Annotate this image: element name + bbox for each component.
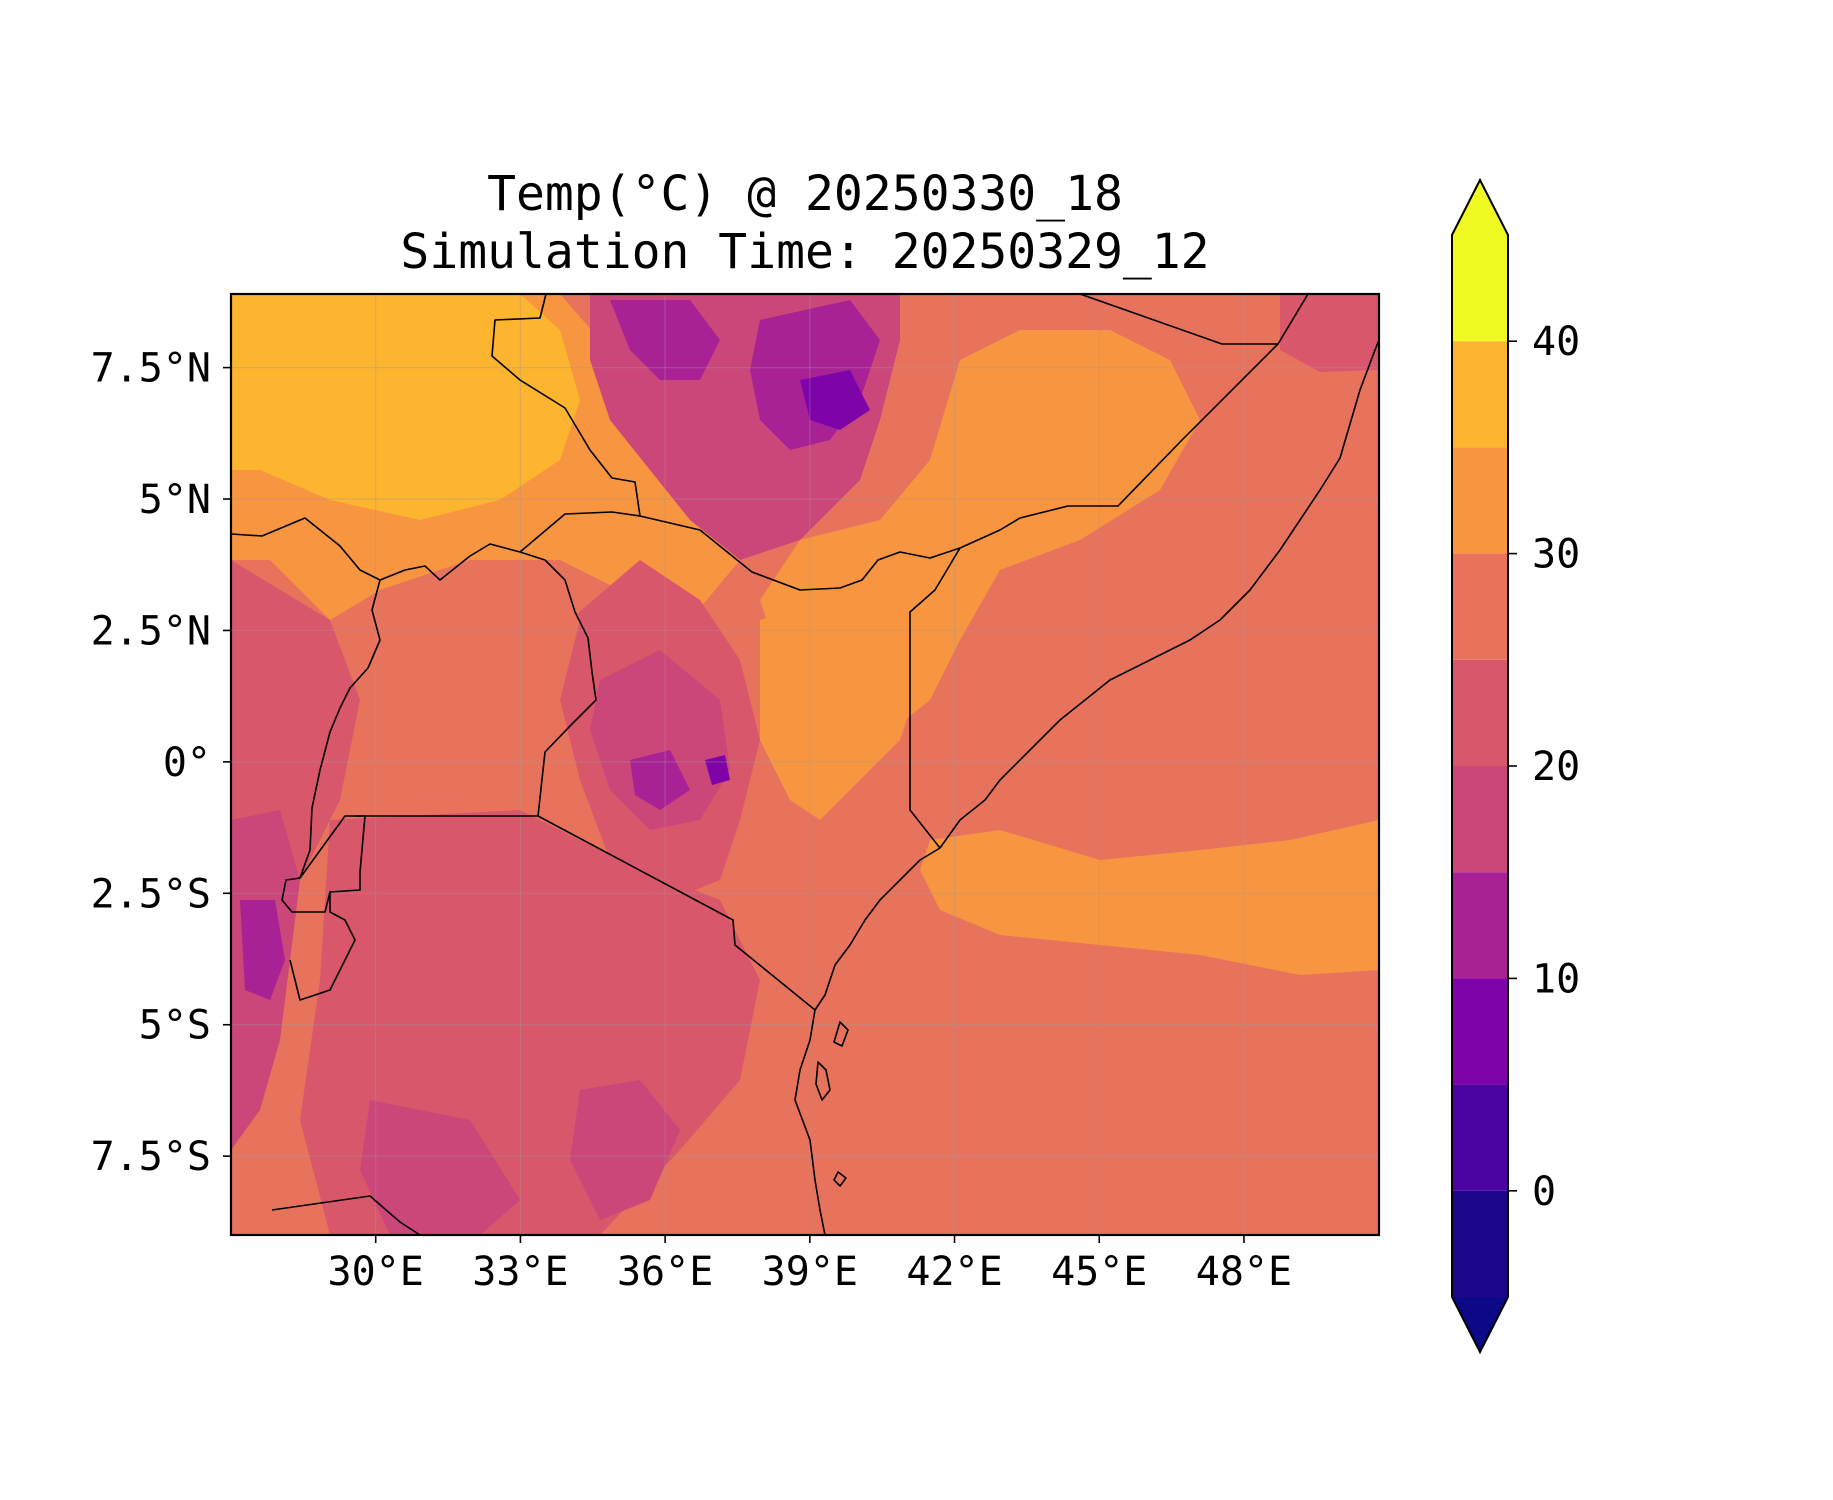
border-kenya-somalia xyxy=(909,547,961,849)
border-south-sudan-ethiopia xyxy=(491,294,641,553)
colorbar-segment xyxy=(1452,447,1508,554)
field-region-30-35 xyxy=(920,820,1379,975)
longitude-axis: 30°E 33°E 36°E 39°E 42°E 45°E 48°E xyxy=(328,1235,1292,1295)
map-title-line-1: Temp(°C) @ 20250330_18 xyxy=(487,166,1123,222)
colorbar-extend-max xyxy=(1452,180,1508,235)
colorbar-segment xyxy=(1452,978,1508,1085)
lon-tick-label: 45°E xyxy=(1051,1249,1147,1295)
field-region-5-10 xyxy=(800,370,870,430)
coast-island-pemba xyxy=(833,1021,849,1047)
colorbar-segment xyxy=(1452,766,1508,873)
coastline-kenya-tanzania xyxy=(794,847,941,1235)
colorbar-extend-min xyxy=(1452,1297,1508,1352)
temperature-field xyxy=(231,294,1379,1235)
colorbar-tick-label: 40 xyxy=(1532,319,1580,365)
map-frame xyxy=(229,292,1381,1237)
field-region-5-10 xyxy=(705,755,730,785)
border-burundi-tanzania xyxy=(289,892,356,1001)
colorbar-tick-label: 0 xyxy=(1532,1169,1556,1215)
field-region-15-20 xyxy=(590,650,730,830)
border-uganda-drc xyxy=(299,579,381,879)
colorbar-segment xyxy=(1452,659,1508,766)
border-south-sudan-uganda xyxy=(231,517,521,581)
lon-tick-label: 36°E xyxy=(617,1249,713,1295)
lon-tick-label: 48°E xyxy=(1196,1249,1292,1295)
border-uganda-kenya xyxy=(519,551,597,817)
colorbar-outline xyxy=(1451,177,1509,1355)
colorbar-segment xyxy=(1452,1084,1508,1191)
lon-tick-label: 30°E xyxy=(328,1249,424,1295)
border-tanzania-zambia xyxy=(271,1195,421,1235)
field-region-15-20 xyxy=(570,1080,680,1220)
colorbar-segment xyxy=(1452,872,1508,979)
map-gridlines xyxy=(231,294,1379,1235)
field-region-10-15 xyxy=(630,750,690,810)
map-title-line-2: Simulation Time: 20250329_12 xyxy=(400,224,1209,280)
colorbar: 0 10 20 30 40 xyxy=(1451,177,1580,1355)
coastline-east-africa xyxy=(939,339,1379,849)
field-region-10-15 xyxy=(610,300,720,380)
lon-tick-label: 33°E xyxy=(472,1249,568,1295)
colorbar-segment xyxy=(1452,1190,1508,1297)
field-region-20-25 xyxy=(1280,294,1379,372)
lat-tick-label: 7.5°N xyxy=(91,346,211,392)
colorbar-tick-label: 30 xyxy=(1532,532,1580,578)
map-panel xyxy=(231,294,1379,1235)
lat-tick-label: 2.5°N xyxy=(91,608,211,654)
colorbar-segment xyxy=(1452,235,1508,342)
lat-tick-label: 5°S xyxy=(139,1003,211,1049)
colorbar-tick-label: 10 xyxy=(1532,956,1580,1002)
country-borders xyxy=(231,294,1379,1235)
latitude-axis: 7.5°N 5°N 2.5°N 0° 2.5°S 5°S 7.5°S xyxy=(91,346,231,1180)
lat-tick-label: 7.5°S xyxy=(91,1134,211,1180)
border-ethiopia-somalia xyxy=(959,294,1309,549)
colorbar-segment xyxy=(1452,341,1508,448)
lat-tick-label: 0° xyxy=(163,740,211,786)
colorbar-tick-label: 20 xyxy=(1532,744,1580,790)
lat-tick-label: 2.5°S xyxy=(91,871,211,917)
field-region-10-15 xyxy=(240,900,285,1000)
border-ethiopia-north xyxy=(1079,294,1278,345)
border-ethiopia-kenya xyxy=(639,515,961,591)
lat-tick-label: 5°N xyxy=(139,477,211,523)
lon-tick-label: 39°E xyxy=(762,1249,858,1295)
field-region-15-20 xyxy=(360,1100,520,1235)
border-kenya-tanzania xyxy=(537,815,816,1011)
colorbar-segment xyxy=(1452,553,1508,660)
coast-island-zanzibar xyxy=(815,1061,831,1101)
lon-tick-label: 42°E xyxy=(906,1249,1002,1295)
coast-island-mafia xyxy=(833,1171,847,1187)
field-region-25-30 xyxy=(360,560,580,800)
field-region-30-35 xyxy=(760,600,920,820)
